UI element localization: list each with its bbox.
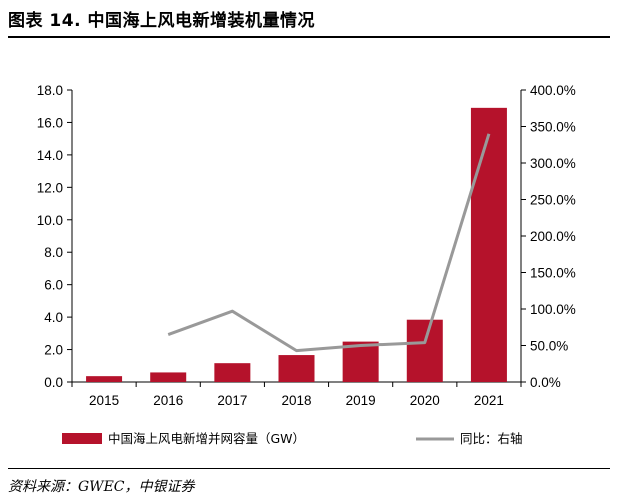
left-axis-tick-label: 6.0 bbox=[44, 278, 63, 293]
left-axis-tick-label: 0.0 bbox=[44, 375, 63, 390]
right-axis-tick-label: 50.0% bbox=[530, 339, 568, 354]
bar bbox=[342, 341, 379, 382]
left-axis-tick-label: 4.0 bbox=[44, 310, 63, 325]
bar bbox=[278, 355, 315, 382]
x-axis-tick-label: 2015 bbox=[89, 393, 119, 408]
x-axis-tick-label: 2020 bbox=[410, 393, 440, 408]
footer-divider bbox=[8, 468, 610, 469]
right-axis-tick-label: 200.0% bbox=[530, 229, 576, 244]
right-axis-tick-label: 400.0% bbox=[530, 83, 576, 98]
legend-line-label: 同比：右轴 bbox=[460, 431, 523, 446]
bar bbox=[86, 376, 123, 382]
left-axis-tick-label: 18.0 bbox=[37, 83, 63, 98]
x-axis-tick-label: 2021 bbox=[474, 393, 504, 408]
right-axis-tick-label: 0.0% bbox=[530, 375, 561, 390]
x-axis-tick-label: 2016 bbox=[153, 393, 183, 408]
right-axis-tick-label: 150.0% bbox=[530, 266, 576, 281]
bar bbox=[150, 372, 187, 382]
right-axis-tick-label: 300.0% bbox=[530, 156, 576, 171]
legend-bar-label: 中国海上风电新增并网容量（GW） bbox=[108, 431, 305, 446]
title-divider bbox=[8, 36, 610, 38]
x-axis-tick-label: 2018 bbox=[281, 393, 311, 408]
bar bbox=[470, 107, 507, 382]
source-note: 资料来源：GWEC，中银证券 bbox=[8, 479, 195, 495]
right-axis: 0.0% 50.0% 100.0% 150.0% 200.0% 250.0% 300.0% 3… bbox=[520, 83, 576, 390]
left-axis-tick-label: 2.0 bbox=[44, 343, 63, 358]
left-axis-tick-label: 8.0 bbox=[44, 245, 63, 260]
left-axis-tick-label: 14.0 bbox=[37, 148, 63, 163]
left-axis: 0.0 2.0 4.0 6.0 8.0 10.0 12.0 14.0 16.0 18.0 bbox=[37, 83, 73, 390]
left-axis-tick-label: 12.0 bbox=[37, 180, 63, 195]
figure-title: 图表 14. 中国海上风电新增装机量情况 bbox=[8, 11, 315, 31]
legend: 中国海上风电新增并网容量（GW） 同比：右轴 bbox=[62, 431, 523, 446]
x-axis-tick-label: 2017 bbox=[217, 393, 247, 408]
right-axis-tick-label: 100.0% bbox=[530, 302, 576, 317]
right-axis-tick-label: 250.0% bbox=[530, 193, 576, 208]
left-axis-tick-label: 16.0 bbox=[37, 115, 63, 130]
bar bbox=[406, 319, 443, 382]
line-series bbox=[167, 133, 491, 353]
x-axis-tick-label: 2019 bbox=[346, 393, 376, 408]
yoy-line bbox=[167, 133, 491, 353]
right-axis-tick-label: 350.0% bbox=[530, 120, 576, 135]
x-axis: 2015 2016 2017 2018 2019 2020 2021 bbox=[71, 381, 522, 408]
bar bbox=[214, 363, 251, 382]
left-axis-tick-label: 10.0 bbox=[37, 213, 63, 228]
legend-bar-swatch bbox=[62, 433, 102, 444]
bar-series bbox=[86, 107, 507, 382]
